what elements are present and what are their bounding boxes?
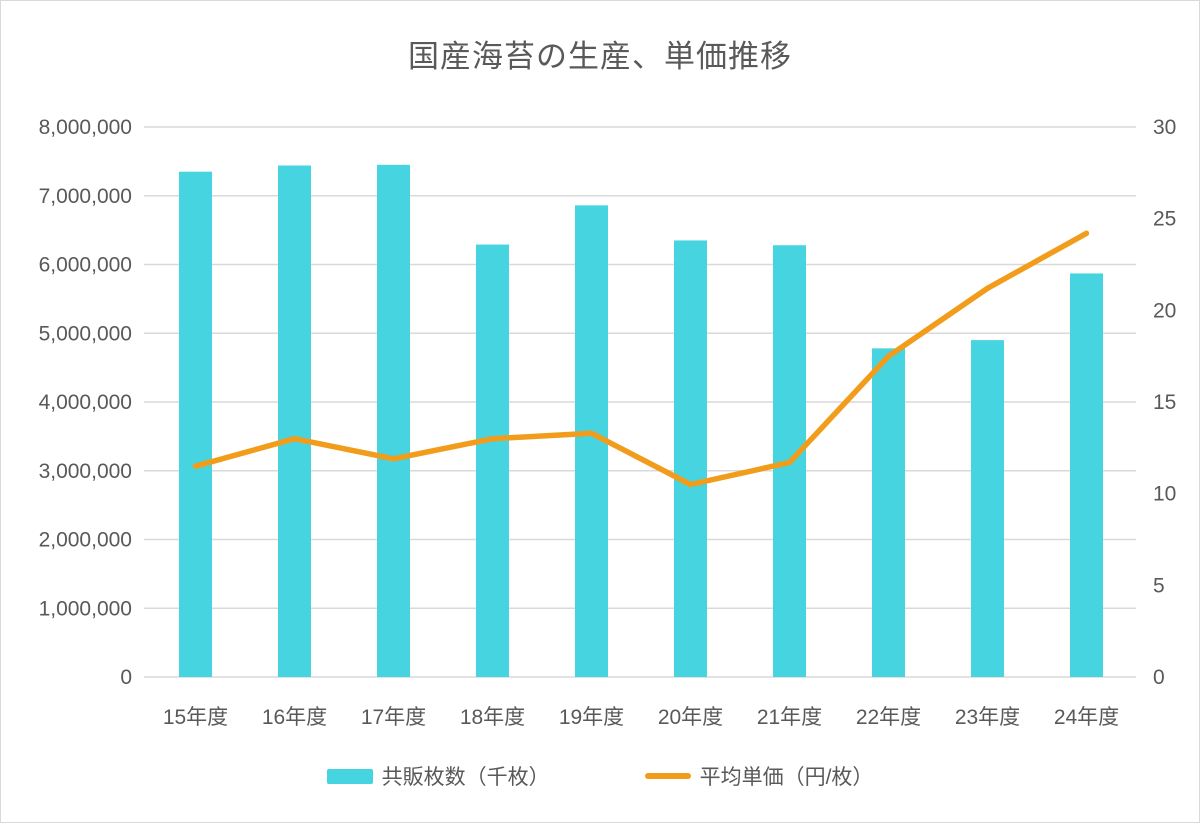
x-axis-category-label: 20年度 xyxy=(658,706,723,729)
bar-22年度 xyxy=(872,348,905,677)
right-axis-tick-label: 25 xyxy=(1153,208,1176,231)
x-axis-category-label: 24年度 xyxy=(1054,706,1119,729)
right-axis-tick-label: 0 xyxy=(1153,666,1165,689)
right-axis-tick-label: 5 xyxy=(1153,574,1165,597)
x-axis-category-label: 16年度 xyxy=(262,706,327,729)
bar-23年度 xyxy=(971,340,1004,677)
bar-15年度 xyxy=(179,171,212,677)
right-axis-tick-label: 30 xyxy=(1153,116,1176,139)
chart-legend: 共販枚数（千枚） 平均単価（円/枚） xyxy=(1,761,1199,791)
left-axis-tick-label: 8,000,000 xyxy=(39,116,132,139)
line-series-swatch-icon xyxy=(644,773,691,779)
left-axis-tick-label: 6,000,000 xyxy=(39,254,132,277)
x-axis-category-label: 17年度 xyxy=(361,706,426,729)
left-axis-tick-label: 7,000,000 xyxy=(39,185,132,208)
x-axis-category-label: 15年度 xyxy=(163,706,228,729)
chart-title: 国産海苔の生産、単価推移 xyxy=(408,39,792,74)
left-axis-tick-label: 5,000,000 xyxy=(39,322,132,345)
x-axis-category-label: 18年度 xyxy=(460,706,525,729)
legend-item-line-series: 平均単価（円/枚） xyxy=(644,761,874,791)
x-axis-category-label: 22年度 xyxy=(856,706,921,729)
x-axis-category-label: 21年度 xyxy=(757,706,822,729)
x-axis-category-label: 23年度 xyxy=(955,706,1020,729)
right-axis-tick-label: 15 xyxy=(1153,391,1176,414)
left-axis-tick-label: 4,000,000 xyxy=(39,391,132,414)
legend-label-line-series: 平均単価（円/枚） xyxy=(699,766,874,789)
left-axis-tick-label: 0 xyxy=(120,666,132,689)
left-axis-tick-label: 3,000,000 xyxy=(39,460,132,483)
right-axis-tick-label: 10 xyxy=(1153,483,1176,506)
x-axis-category-label: 19年度 xyxy=(559,706,624,729)
legend-item-bar-series: 共販枚数（千枚） xyxy=(326,761,550,791)
right-axis-tick-label: 20 xyxy=(1153,299,1176,322)
bar-series-swatch-icon xyxy=(326,768,373,784)
left-axis-tick-label: 1,000,000 xyxy=(39,597,132,620)
left-axis-tick-label: 2,000,000 xyxy=(39,529,132,552)
legend-label-bar-series: 共販枚数（千枚） xyxy=(381,766,550,789)
bar-18年度 xyxy=(476,244,509,677)
bar-20年度 xyxy=(674,240,707,677)
unit-price-line xyxy=(192,230,1090,488)
bar-24年度 xyxy=(1070,273,1103,677)
bar-17年度 xyxy=(377,164,410,677)
bar-16年度 xyxy=(278,165,311,677)
